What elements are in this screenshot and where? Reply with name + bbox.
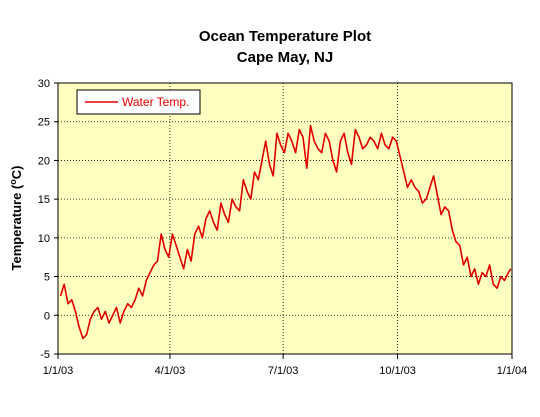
y-tick-label: 5 (44, 272, 50, 284)
y-tick-label: 30 (38, 78, 50, 90)
plot-area (58, 83, 512, 354)
y-tick-label: 0 (44, 310, 50, 322)
y-axis-label-unit: C) (9, 166, 24, 180)
plot-border (57, 82, 513, 355)
axes: -5 0 5 10 15 20 25 30 1/1/03 4/1/03 7/1/03 10/1/03 1… (38, 78, 528, 377)
legend: Water Temp. (76, 89, 201, 115)
y-axis-label-text: Temperature ( (9, 184, 24, 270)
series-line-water-temp (59, 124, 512, 340)
chart-subtitle: Cape May, NJ (237, 49, 333, 66)
y-axis-label: Temperature (oC) (8, 166, 24, 271)
x-tick-label: 1/1/04 (497, 365, 528, 377)
x-tick-label: 7/1/03 (268, 365, 299, 377)
y-tick-label: 10 (38, 233, 50, 245)
y-axis-label-degree: o (8, 179, 18, 185)
chart-title: Ocean Temperature Plot (199, 28, 371, 45)
y-tick-label: 25 (38, 117, 50, 129)
y-tick-label: -5 (40, 349, 50, 361)
y-tick-label: 20 (38, 155, 50, 167)
x-tick-label: 1/1/03 (43, 365, 74, 377)
y-tick-label: 15 (38, 194, 50, 206)
legend-label: Water Temp. (122, 95, 189, 109)
series-layer (59, 124, 512, 340)
grid (58, 83, 512, 354)
x-tick-label: 4/1/03 (155, 365, 186, 377)
x-tick-label: 10/1/03 (379, 365, 416, 377)
